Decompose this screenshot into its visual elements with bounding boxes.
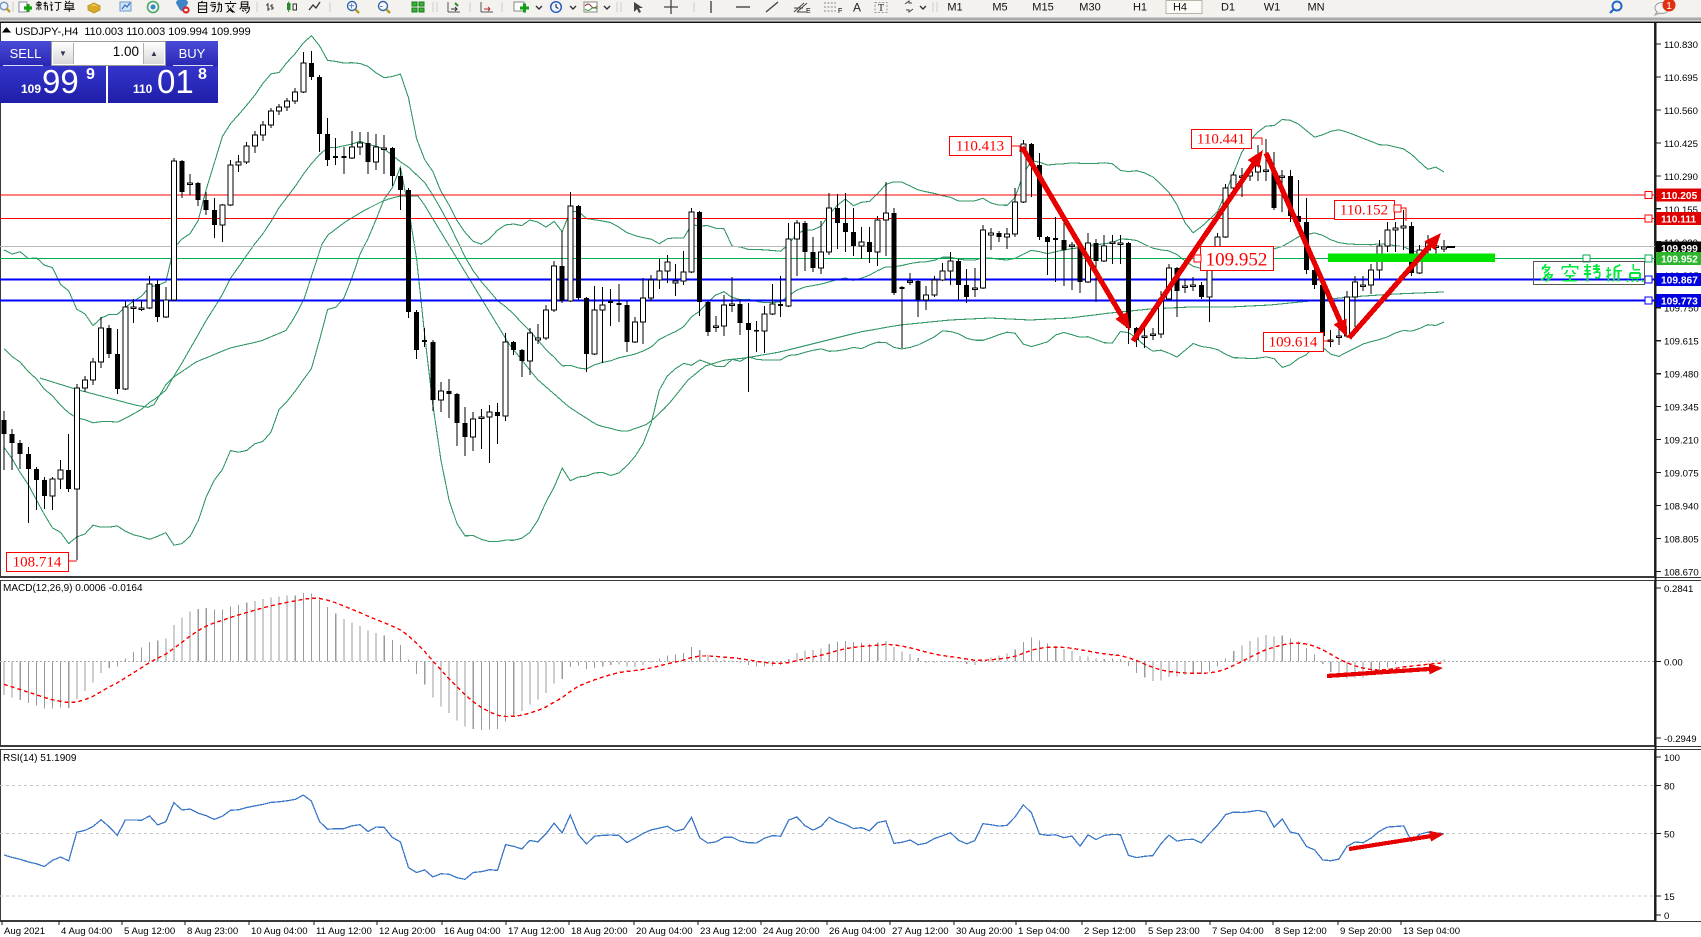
svg-text:108.940: 108.940 <box>1664 502 1699 513</box>
svg-text:-0.2949: -0.2949 <box>1664 734 1697 745</box>
svg-text:11 Aug 12:00: 11 Aug 12:00 <box>316 926 372 937</box>
svg-text:MACD(12,26,9) 0.0006 -0.0164: MACD(12,26,9) 0.0006 -0.0164 <box>3 583 143 594</box>
svg-text:16 Aug 04:00: 16 Aug 04:00 <box>444 926 501 937</box>
svg-text:109.867: 109.867 <box>1661 276 1698 287</box>
svg-text:110.111: 110.111 <box>1661 215 1696 226</box>
svg-text:-: - <box>380 2 383 13</box>
svg-text:1: 1 <box>1666 1 1672 12</box>
svg-text:13 Sep 04:00: 13 Sep 04:00 <box>1403 926 1460 937</box>
svg-text:110.441: 110.441 <box>1197 132 1245 148</box>
svg-text:17 Aug 12:00: 17 Aug 12:00 <box>508 926 565 937</box>
svg-text:0.2841: 0.2841 <box>1664 584 1693 595</box>
svg-text:0: 0 <box>1664 911 1669 922</box>
svg-text:109.952: 109.952 <box>1206 250 1268 271</box>
svg-text:108.670: 108.670 <box>1664 568 1699 579</box>
svg-text:2 Sep 12:00: 2 Sep 12:00 <box>1084 926 1136 937</box>
svg-text:110.830: 110.830 <box>1664 40 1698 51</box>
svg-text:Aug 2021: Aug 2021 <box>4 926 45 937</box>
svg-text:RSI(14) 51.1909: RSI(14) 51.1909 <box>3 753 77 764</box>
svg-text:26 Aug 04:00: 26 Aug 04:00 <box>829 926 886 937</box>
svg-text:110.413: 110.413 <box>956 139 1004 155</box>
svg-text:12 Aug 20:00: 12 Aug 20:00 <box>379 926 436 937</box>
svg-text:M5: M5 <box>992 2 1007 14</box>
svg-text:80: 80 <box>1664 782 1675 793</box>
svg-text:27 Aug 12:00: 27 Aug 12:00 <box>892 926 949 937</box>
svg-text:10 Aug 04:00: 10 Aug 04:00 <box>251 926 308 937</box>
svg-text:E: E <box>806 8 811 15</box>
svg-text:D1: D1 <box>1221 2 1235 14</box>
svg-text:H4: H4 <box>1173 2 1187 14</box>
svg-text:109.615: 109.615 <box>1664 337 1699 348</box>
svg-text:H1: H1 <box>1133 2 1147 14</box>
svg-text:109.952: 109.952 <box>1661 255 1698 266</box>
svg-text:109.614: 109.614 <box>1269 335 1318 351</box>
svg-text:MN: MN <box>1307 2 1324 14</box>
svg-text:23 Aug 12:00: 23 Aug 12:00 <box>700 926 757 937</box>
svg-text:5 Aug 12:00: 5 Aug 12:00 <box>124 926 175 937</box>
svg-text:109.075: 109.075 <box>1664 469 1699 480</box>
svg-text:8 Sep 12:00: 8 Sep 12:00 <box>1275 926 1327 937</box>
svg-text:20 Aug 04:00: 20 Aug 04:00 <box>636 926 693 937</box>
svg-text:110.152: 110.152 <box>1340 203 1388 219</box>
svg-text:15: 15 <box>1664 892 1675 903</box>
svg-text:8 Aug 23:00: 8 Aug 23:00 <box>187 926 238 937</box>
svg-text:9 Sep 20:00: 9 Sep 20:00 <box>1340 926 1392 937</box>
svg-text:M15: M15 <box>1032 2 1053 14</box>
svg-text:110.290: 110.290 <box>1664 172 1698 183</box>
svg-text:7 Sep 04:00: 7 Sep 04:00 <box>1212 926 1264 937</box>
svg-text:18 Aug 20:00: 18 Aug 20:00 <box>571 926 628 937</box>
svg-text:1 Sep 04:00: 1 Sep 04:00 <box>1018 926 1070 937</box>
svg-text:100: 100 <box>1664 753 1680 764</box>
svg-text:M30: M30 <box>1079 2 1100 14</box>
svg-text:108.805: 108.805 <box>1664 535 1699 546</box>
svg-text:110.695: 110.695 <box>1664 73 1698 84</box>
svg-text:24 Aug 20:00: 24 Aug 20:00 <box>763 926 820 937</box>
svg-text:110.560: 110.560 <box>1664 106 1698 117</box>
svg-text:110.205: 110.205 <box>1661 191 1698 202</box>
svg-text:50: 50 <box>1664 830 1675 841</box>
svg-text:110.155: 110.155 <box>1664 205 1698 216</box>
svg-text:109.750: 109.750 <box>1664 304 1699 315</box>
svg-text:109.345: 109.345 <box>1664 403 1699 414</box>
svg-text:+: + <box>349 2 355 13</box>
svg-text:W1: W1 <box>1264 2 1281 14</box>
svg-text:A: A <box>853 1 861 15</box>
svg-text:109.210: 109.210 <box>1664 436 1699 447</box>
svg-text:0.00: 0.00 <box>1664 658 1683 669</box>
svg-text:USDJPY-,H4 110.003 110.003 10: USDJPY-,H4 110.003 110.003 109.994 109.9… <box>15 26 251 38</box>
svg-text:30 Aug 20:00: 30 Aug 20:00 <box>956 926 1013 937</box>
svg-text:4 Aug 04:00: 4 Aug 04:00 <box>61 926 112 937</box>
svg-text:108.714: 108.714 <box>13 555 62 571</box>
svg-text:M1: M1 <box>947 2 962 14</box>
svg-text:109.773: 109.773 <box>1661 297 1698 308</box>
svg-text:109.999: 109.999 <box>1661 244 1698 255</box>
svg-text:109.480: 109.480 <box>1664 370 1699 381</box>
svg-text:T: T <box>878 3 884 14</box>
svg-text:110.425: 110.425 <box>1664 139 1698 150</box>
svg-text:F: F <box>838 8 842 15</box>
svg-text:5 Sep 23:00: 5 Sep 23:00 <box>1148 926 1200 937</box>
